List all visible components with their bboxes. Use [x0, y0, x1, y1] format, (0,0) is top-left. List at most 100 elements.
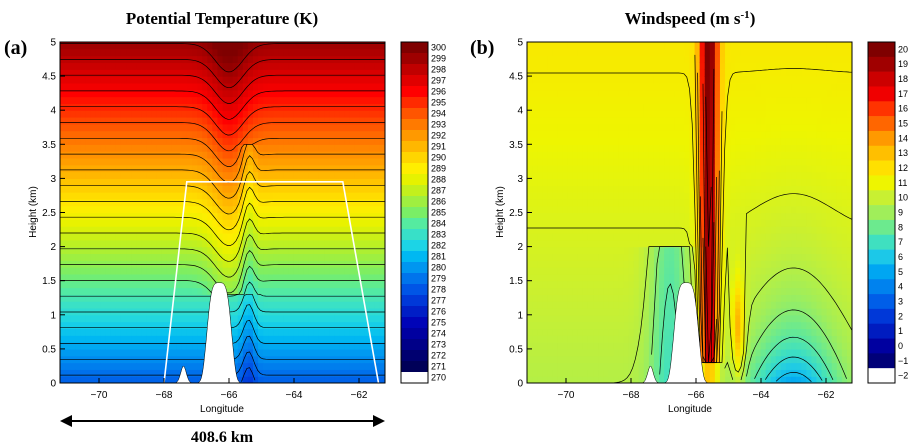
field-cell-a: [263, 239, 269, 248]
field-cell-a: [237, 164, 244, 173]
field-cell-a: [126, 321, 132, 330]
field-cell-a: [100, 376, 107, 383]
field-cell-b: [679, 151, 686, 159]
field-cell-a: [115, 362, 122, 370]
field-cell-b: [582, 355, 589, 364]
field-cell-b: [608, 355, 614, 364]
field-cell-b: [577, 62, 584, 70]
field-cell-a: [65, 192, 71, 200]
field-cell-a: [283, 144, 290, 152]
field-cell-a: [176, 301, 183, 309]
field-cell-a: [354, 178, 361, 186]
field-cell-a: [60, 69, 66, 77]
field-cell-a: [131, 348, 137, 357]
field-cell-a: [283, 314, 290, 323]
colorbar-swatch-a: [401, 361, 428, 373]
field-cell-a: [85, 123, 92, 132]
field-cell-b: [623, 103, 630, 111]
field-cell-a: [288, 198, 295, 207]
field-cell-a: [197, 335, 203, 343]
field-cell-b: [552, 335, 559, 343]
field-cell-a: [268, 164, 274, 173]
field-cell-a: [263, 157, 269, 166]
field-cell-a: [176, 219, 183, 227]
field-cell-a: [176, 82, 183, 91]
field-cell-a: [318, 239, 325, 248]
field-cell-a: [252, 260, 259, 268]
field-cell-b: [603, 144, 609, 152]
field-cell-a: [364, 103, 371, 111]
field-cell-b: [577, 212, 584, 220]
field-cell-a: [171, 219, 178, 227]
field-cell-b: [587, 219, 594, 227]
field-cell-a: [60, 267, 66, 275]
field-cell-b: [572, 157, 579, 166]
field-cell-b: [648, 76, 655, 84]
field-cell-a: [217, 253, 224, 261]
field-cell-a: [110, 42, 117, 50]
field-cell-b: [603, 307, 609, 316]
field-cell-a: [161, 294, 168, 302]
field-cell-a: [115, 219, 122, 227]
field-cell-b: [618, 55, 625, 64]
field-cell-b: [593, 103, 599, 111]
field-cell-a: [364, 76, 371, 84]
field-cell-b: [608, 239, 614, 248]
field-cell-a: [298, 198, 305, 207]
field-cell-a: [131, 328, 137, 336]
field-cell-b: [664, 123, 670, 132]
field-cell-b: [532, 342, 538, 350]
field-cell-a: [329, 76, 335, 84]
field-cell-a: [237, 76, 244, 84]
field-cell-a: [303, 369, 310, 377]
field-cell-a: [207, 144, 213, 152]
field-cell-b: [643, 294, 650, 302]
field-cell-b: [557, 178, 564, 186]
field-cell-a: [334, 267, 340, 275]
field-cell-b: [638, 96, 645, 104]
field-cell-a: [95, 287, 102, 295]
field-cell-a: [303, 76, 310, 84]
field-cell-b: [527, 321, 533, 330]
field-cell-a: [166, 301, 173, 309]
field-cell-a: [131, 232, 137, 241]
field-cell-b: [628, 369, 635, 377]
field-cell-a: [181, 280, 188, 289]
field-cell-a: [242, 205, 249, 214]
field-cell-b: [532, 171, 538, 179]
field-cell-b: [537, 287, 543, 295]
field-cell-b: [613, 369, 620, 377]
field-cell-a: [344, 185, 351, 193]
distance-scale: 408.6 km: [60, 415, 385, 445]
field-cell-a: [70, 178, 76, 186]
field-cell-a: [105, 76, 112, 84]
field-cell-a: [95, 226, 102, 234]
field-cell-b: [603, 89, 609, 98]
field-cell-a: [339, 342, 345, 350]
field-cell-b: [593, 42, 599, 50]
field-cell-a: [354, 96, 361, 104]
field-cell-a: [242, 280, 249, 289]
field-cell-a: [344, 362, 351, 370]
field-cell-a: [288, 96, 295, 104]
field-cell-a: [110, 130, 117, 139]
field-cell-b: [623, 76, 630, 84]
field-cell-a: [222, 280, 229, 289]
field-cell-b: [557, 335, 564, 343]
field-cell-b: [669, 62, 675, 70]
field-cell-b: [577, 328, 584, 336]
field-cell-b: [638, 178, 645, 186]
field-cell-a: [207, 157, 213, 166]
field-cell-a: [242, 171, 249, 179]
field-cell-b: [527, 260, 533, 268]
field-cell-a: [75, 178, 81, 186]
field-cell-a: [344, 164, 351, 173]
field-cell-a: [268, 144, 274, 152]
field-cell-b: [542, 348, 548, 357]
field-cell-b: [557, 103, 564, 111]
field-cell-a: [329, 314, 335, 323]
field-cell-a: [126, 110, 132, 118]
field-cell-a: [95, 117, 102, 125]
field-cell-a: [85, 342, 92, 350]
field-cell-b: [537, 110, 543, 118]
